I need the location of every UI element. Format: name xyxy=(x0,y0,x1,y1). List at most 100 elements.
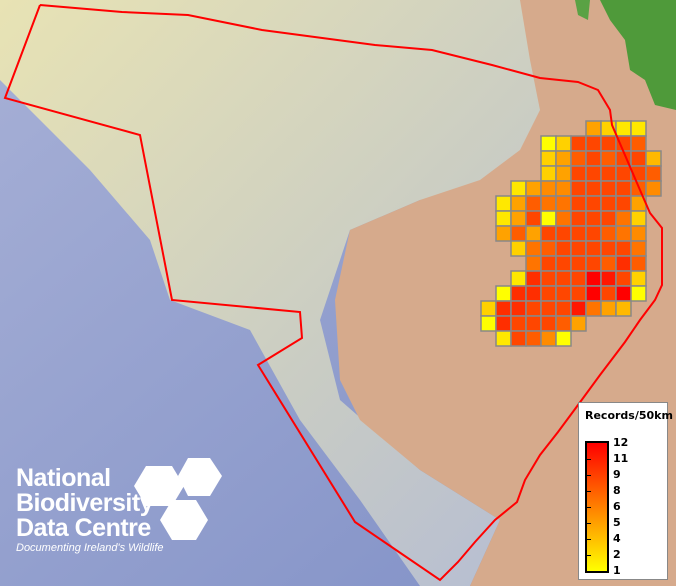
grid-cell xyxy=(555,330,572,347)
grid-cell xyxy=(525,210,542,227)
grid-cell xyxy=(510,285,527,302)
grid-cell xyxy=(585,180,602,197)
grid-cell xyxy=(480,315,497,332)
grid-cell xyxy=(555,165,572,182)
grid-cell xyxy=(525,330,542,347)
grid-cell xyxy=(540,195,557,212)
logo-hexagons-icon xyxy=(134,458,222,540)
grid-cell xyxy=(600,240,617,257)
logo-line2: Biodiversity xyxy=(16,489,154,517)
grid-cell xyxy=(570,270,587,287)
grid-cell xyxy=(615,285,632,302)
logo-tagline: Documenting Ireland's Wildlife xyxy=(16,542,164,554)
grid-cell xyxy=(585,135,602,152)
grid-cell xyxy=(615,195,632,212)
grid-cell xyxy=(570,240,587,257)
grid-cell xyxy=(510,180,527,197)
grid-cell xyxy=(510,300,527,317)
nbdc-logo: National Biodiversity Data Centre Docume… xyxy=(16,458,222,554)
grid-cell xyxy=(510,270,527,287)
grid-cell xyxy=(615,225,632,242)
grid-cell xyxy=(555,240,572,257)
grid-cell xyxy=(570,195,587,212)
grid-cell xyxy=(585,165,602,182)
grid-cell xyxy=(540,330,557,347)
vegetation xyxy=(600,0,676,110)
grid-cell xyxy=(555,135,572,152)
grid-cell xyxy=(570,180,587,197)
logo-line3: Data Centre xyxy=(16,514,151,542)
grid-cell xyxy=(630,150,647,167)
grid-cell xyxy=(615,180,632,197)
grid-cell xyxy=(585,225,602,242)
grid-cell xyxy=(555,180,572,197)
grid-cell xyxy=(540,300,557,317)
grid-cell xyxy=(540,225,557,242)
grid-cell xyxy=(495,195,512,212)
grid-cell xyxy=(585,210,602,227)
grid-cell xyxy=(615,300,632,317)
grid-cell xyxy=(510,225,527,242)
grid-cell xyxy=(630,120,647,137)
grid-cell xyxy=(600,150,617,167)
grid-cell xyxy=(540,270,557,287)
grid-cell xyxy=(555,300,572,317)
grid-cell xyxy=(540,165,557,182)
grid-cell xyxy=(570,225,587,242)
grid-cell xyxy=(480,300,497,317)
grid-cell xyxy=(600,270,617,287)
grid-cell xyxy=(585,300,602,317)
grid-cell xyxy=(570,210,587,227)
record-grid xyxy=(480,120,662,347)
grid-cell xyxy=(510,195,527,212)
grid-cell xyxy=(585,120,602,137)
grid-cell xyxy=(630,210,647,227)
grid-cell xyxy=(615,165,632,182)
grid-cell xyxy=(570,315,587,332)
grid-cell xyxy=(570,150,587,167)
grid-cell xyxy=(615,240,632,257)
grid-cell xyxy=(630,285,647,302)
grid-cell xyxy=(600,165,617,182)
grid-cell xyxy=(600,180,617,197)
legend-tick xyxy=(587,459,591,460)
grid-cell xyxy=(600,225,617,242)
legend-label: 12 xyxy=(613,436,629,449)
grid-cell xyxy=(585,285,602,302)
grid-cell xyxy=(525,195,542,212)
legend-tick xyxy=(587,475,591,476)
grid-cell xyxy=(510,315,527,332)
grid-cell xyxy=(570,300,587,317)
grid-cell xyxy=(495,225,512,242)
legend-title: Records/50km xyxy=(585,409,673,422)
grid-cell xyxy=(630,225,647,242)
grid-cell xyxy=(495,315,512,332)
grid-cell xyxy=(630,270,647,287)
grid-cell xyxy=(570,285,587,302)
legend-label: 2 xyxy=(613,548,621,561)
grid-cell xyxy=(540,255,557,272)
grid-cell xyxy=(495,330,512,347)
grid-cell xyxy=(510,210,527,227)
grid-cell xyxy=(495,285,512,302)
grid-cell xyxy=(495,210,512,227)
vegetation-small xyxy=(575,0,590,20)
grid-cell xyxy=(615,255,632,272)
grid-cell xyxy=(555,195,572,212)
grid-cell xyxy=(615,270,632,287)
grid-cell xyxy=(495,300,512,317)
legend-label: 8 xyxy=(613,484,621,497)
grid-cell xyxy=(570,165,587,182)
grid-cell xyxy=(510,330,527,347)
grid-cell xyxy=(510,240,527,257)
grid-cell xyxy=(630,240,647,257)
grid-cell xyxy=(585,150,602,167)
grid-cell xyxy=(525,240,542,257)
legend-tick xyxy=(587,555,591,556)
grid-cell xyxy=(540,150,557,167)
grid-cell xyxy=(600,300,617,317)
legend-label: 1 xyxy=(613,564,621,577)
boundary-line xyxy=(3,4,663,582)
grid-cell xyxy=(600,135,617,152)
grid-cell xyxy=(525,315,542,332)
